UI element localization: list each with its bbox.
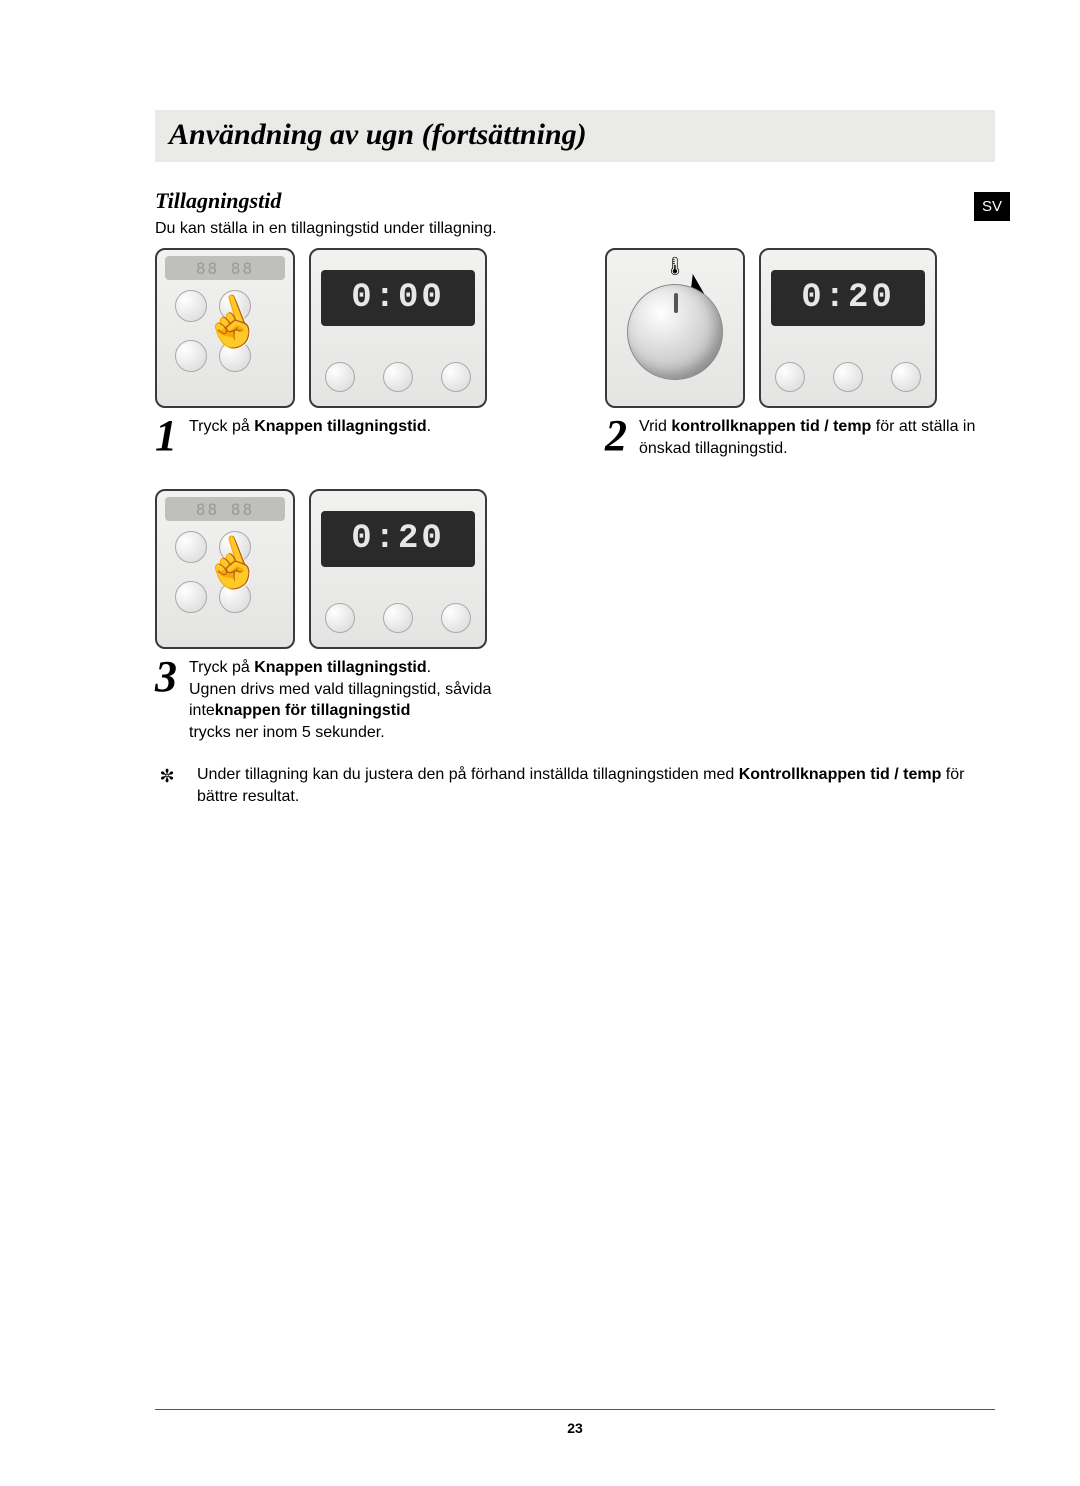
section-intro: Du kan ställa in en tillagningstid under… xyxy=(155,220,995,238)
text-bold: knappen för tillagningstid xyxy=(215,702,411,719)
display-panel-illustration: ◉⊞△⊟ 0:20 xyxy=(759,248,937,408)
text: . xyxy=(427,418,431,435)
button-panel-illustration: 88 88 ☝ xyxy=(155,489,295,649)
page-number: 23 xyxy=(567,1420,583,1436)
text: Vrid xyxy=(639,418,671,435)
text: Tryck på xyxy=(189,659,254,676)
panel-button xyxy=(441,603,471,633)
step-2-text: Vrid kontrollknappen tid / temp för att … xyxy=(639,416,995,459)
text-bold: Kontrollknappen tid / temp xyxy=(739,766,942,783)
text: trycks ner inom 5 sekunder. xyxy=(189,724,385,741)
page-title-bar: Användning av ugn (fortsättning) xyxy=(155,110,995,162)
panel-top-strip: 88 88 xyxy=(165,497,285,521)
page-title: Användning av ugn (fortsättning) xyxy=(169,118,981,152)
panel-button xyxy=(175,581,207,613)
panel-button xyxy=(175,290,207,322)
text: Under tillagning kan du justera den på f… xyxy=(197,766,739,783)
panel-button xyxy=(219,531,251,563)
note-row: ✼ Under tillagning kan du justera den på… xyxy=(155,764,995,809)
step-number: 1 xyxy=(155,416,177,456)
text-bold: Knappen tillagningstid xyxy=(254,659,426,676)
panel-button xyxy=(325,362,355,392)
display-readout: 0:00 xyxy=(321,270,475,326)
step-2: 🌡 ➤ ◉⊞△⊟ 0:20 2 xyxy=(605,248,995,459)
text-bold: Knappen tillagningstid xyxy=(254,418,426,435)
panel-button xyxy=(175,340,207,372)
page-footer: 23 xyxy=(155,1409,995,1436)
language-badge: SV xyxy=(974,192,1010,221)
panel-top-strip: 88 88 xyxy=(165,256,285,280)
panel-button xyxy=(175,531,207,563)
button-panel-illustration: 88 88 ☝ xyxy=(155,248,295,408)
step-1-text: Tryck på Knappen tillagningstid. xyxy=(189,416,431,438)
text-bold: kontrollknappen tid / temp xyxy=(671,418,871,435)
control-knob xyxy=(627,284,723,380)
panel-button xyxy=(219,581,251,613)
note-text: Under tillagning kan du justera den på f… xyxy=(197,764,995,809)
panel-button xyxy=(775,362,805,392)
step-3: 88 88 ☝ ◉⊞△⊟ 0:20 xyxy=(155,489,545,743)
panel-button xyxy=(891,362,921,392)
text: Tryck på xyxy=(189,418,254,435)
step-3-text: Tryck på Knappen tillagningstid. Ugnen d… xyxy=(189,657,545,743)
panel-button xyxy=(833,362,863,392)
panel-button xyxy=(383,362,413,392)
step-1: 88 88 ☝ ◉⊞△⊟ 0:00 xyxy=(155,248,545,459)
panel-button xyxy=(219,290,251,322)
display-panel-illustration: ◉⊞△⊟ 0:20 xyxy=(309,489,487,649)
section-heading: Tillagningstid xyxy=(155,188,995,214)
step-number: 2 xyxy=(605,416,627,456)
panel-button xyxy=(383,603,413,633)
section-tillagningstid: Tillagningstid Du kan ställa in en tilla… xyxy=(155,188,995,808)
display-panel-illustration: ◉⊞△⊟ 0:00 xyxy=(309,248,487,408)
dial-panel-illustration: 🌡 ➤ xyxy=(605,248,745,408)
text: . xyxy=(427,659,431,676)
panel-button xyxy=(325,603,355,633)
step-number: 3 xyxy=(155,657,177,697)
display-readout: 0:20 xyxy=(771,270,925,326)
panel-button xyxy=(219,340,251,372)
panel-button xyxy=(441,362,471,392)
display-readout: 0:20 xyxy=(321,511,475,567)
thermometer-icon: 🌡 xyxy=(664,256,687,277)
note-icon: ✼ xyxy=(155,764,179,809)
